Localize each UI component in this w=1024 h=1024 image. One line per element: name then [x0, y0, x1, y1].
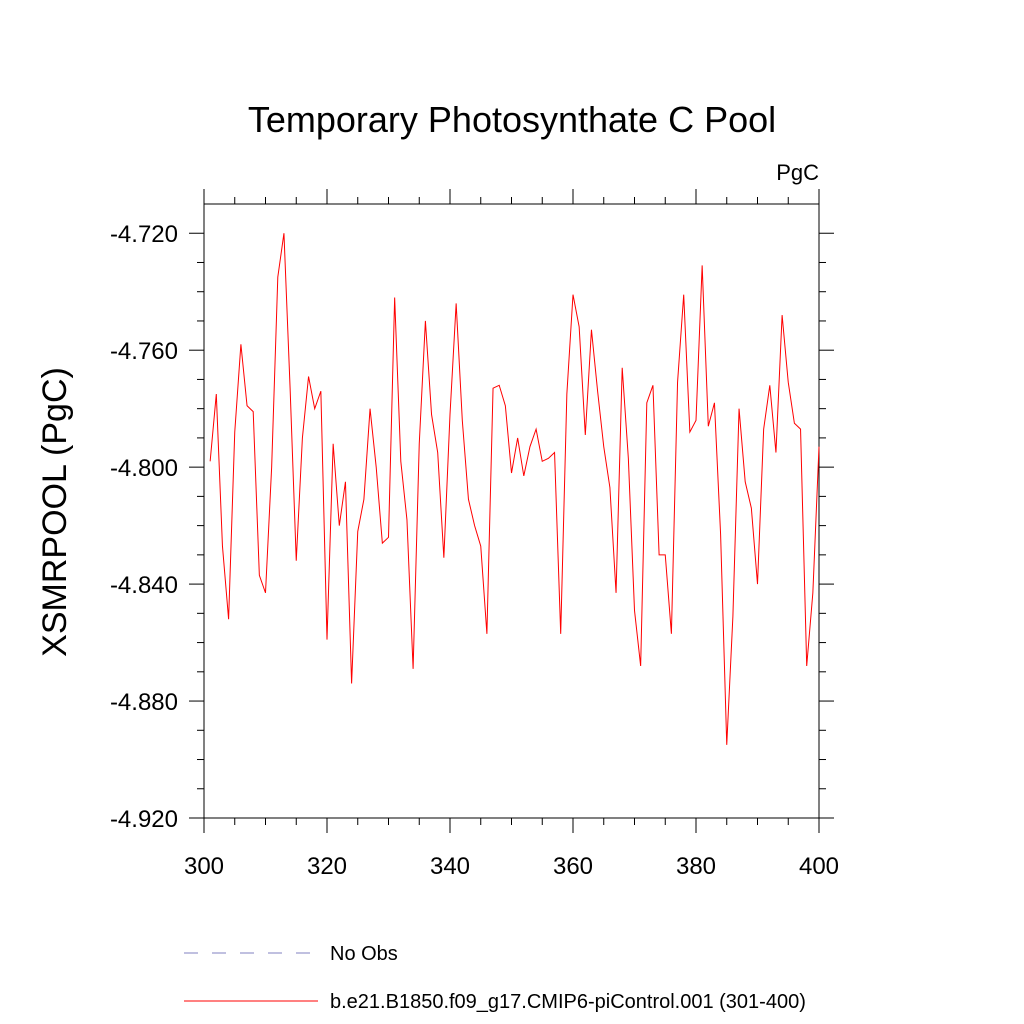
y-tick-label: -4.880	[110, 689, 178, 716]
y-tick-label: -4.840	[110, 572, 178, 599]
units-label: PgC	[776, 160, 819, 185]
x-tick-label: 360	[553, 853, 593, 880]
x-tick-label: 340	[430, 853, 470, 880]
legend-no-obs-label: No Obs	[330, 943, 398, 965]
plot-frame	[203, 203, 820, 819]
x-tick-label: 380	[676, 853, 716, 880]
y-axis-title: XSMRPOOL (PgC)	[36, 367, 74, 657]
y-tick-label: -4.720	[110, 221, 178, 248]
series-line	[209, 233, 820, 745]
x-tick-label: 300	[184, 853, 224, 880]
legend-series-label: b.e21.B1850.f09_g17.CMIP6-piControl.001 …	[330, 991, 806, 1013]
y-axis: -4.720 -4.760 -4.800 -4.840 -4.880 -4.920	[110, 221, 834, 833]
y-tick-label: -4.760	[110, 338, 178, 365]
x-tick-label: 400	[799, 853, 839, 880]
minor-ticks	[197, 197, 826, 825]
x-tick-label: 320	[307, 853, 347, 880]
y-tick-label: -4.800	[110, 455, 178, 482]
chart-title: Temporary Photosynthate C Pool	[248, 99, 776, 140]
y-tick-label: -4.920	[110, 806, 178, 833]
x-axis: 300 320 340 360 380 400	[184, 189, 839, 880]
